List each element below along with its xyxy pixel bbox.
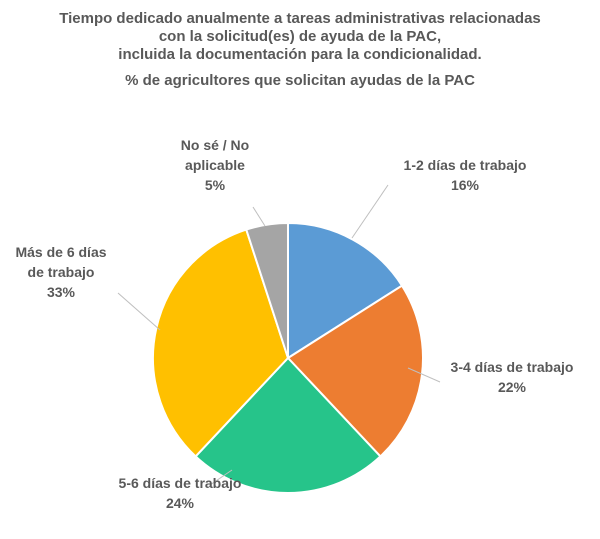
- slice-category-label: aplicable: [185, 157, 245, 173]
- pie-slice: [152, 228, 290, 458]
- slice-percent-label: 24%: [166, 495, 195, 511]
- slice-category-label: 5-6 días de trabajo: [119, 475, 242, 491]
- chart-title-line-2: con la solicitud(es) de ayuda de la PAC,: [158, 28, 442, 45]
- slice-percent-label: 22%: [498, 379, 527, 395]
- leader-line: [117, 292, 161, 331]
- chart-subtitle: % de agricultores que solicitan ayudas d…: [125, 72, 475, 89]
- pie-slice: [194, 356, 382, 494]
- leader-line: [407, 367, 441, 383]
- pie-slice: [245, 221, 289, 359]
- slice-category-label: 3-4 días de trabajo: [451, 359, 574, 375]
- slice-percent-label: 33%: [47, 284, 76, 300]
- pie-slice: [287, 221, 404, 360]
- slice-category-label: 1-2 días de trabajo: [404, 157, 527, 173]
- leader-line: [351, 184, 389, 239]
- slice-percent-label: 16%: [451, 177, 480, 193]
- slice-category-label: No sé / No: [181, 137, 249, 153]
- chart-title-line-1: Tiempo dedicado anualmente a tareas admi…: [59, 10, 541, 27]
- slice-category-label: Más de 6 días: [15, 244, 106, 260]
- leader-line: [209, 469, 233, 486]
- pie-slice: [286, 284, 424, 458]
- chart-title-line-3: incluida la documentación para la condic…: [118, 46, 482, 63]
- slice-percent-label: 5%: [205, 177, 226, 193]
- slice-category-label: de trabajo: [28, 264, 95, 280]
- chart-title: Tiempo dedicado anualmente a tareas admi…: [0, 10, 600, 90]
- leader-line: [252, 206, 266, 227]
